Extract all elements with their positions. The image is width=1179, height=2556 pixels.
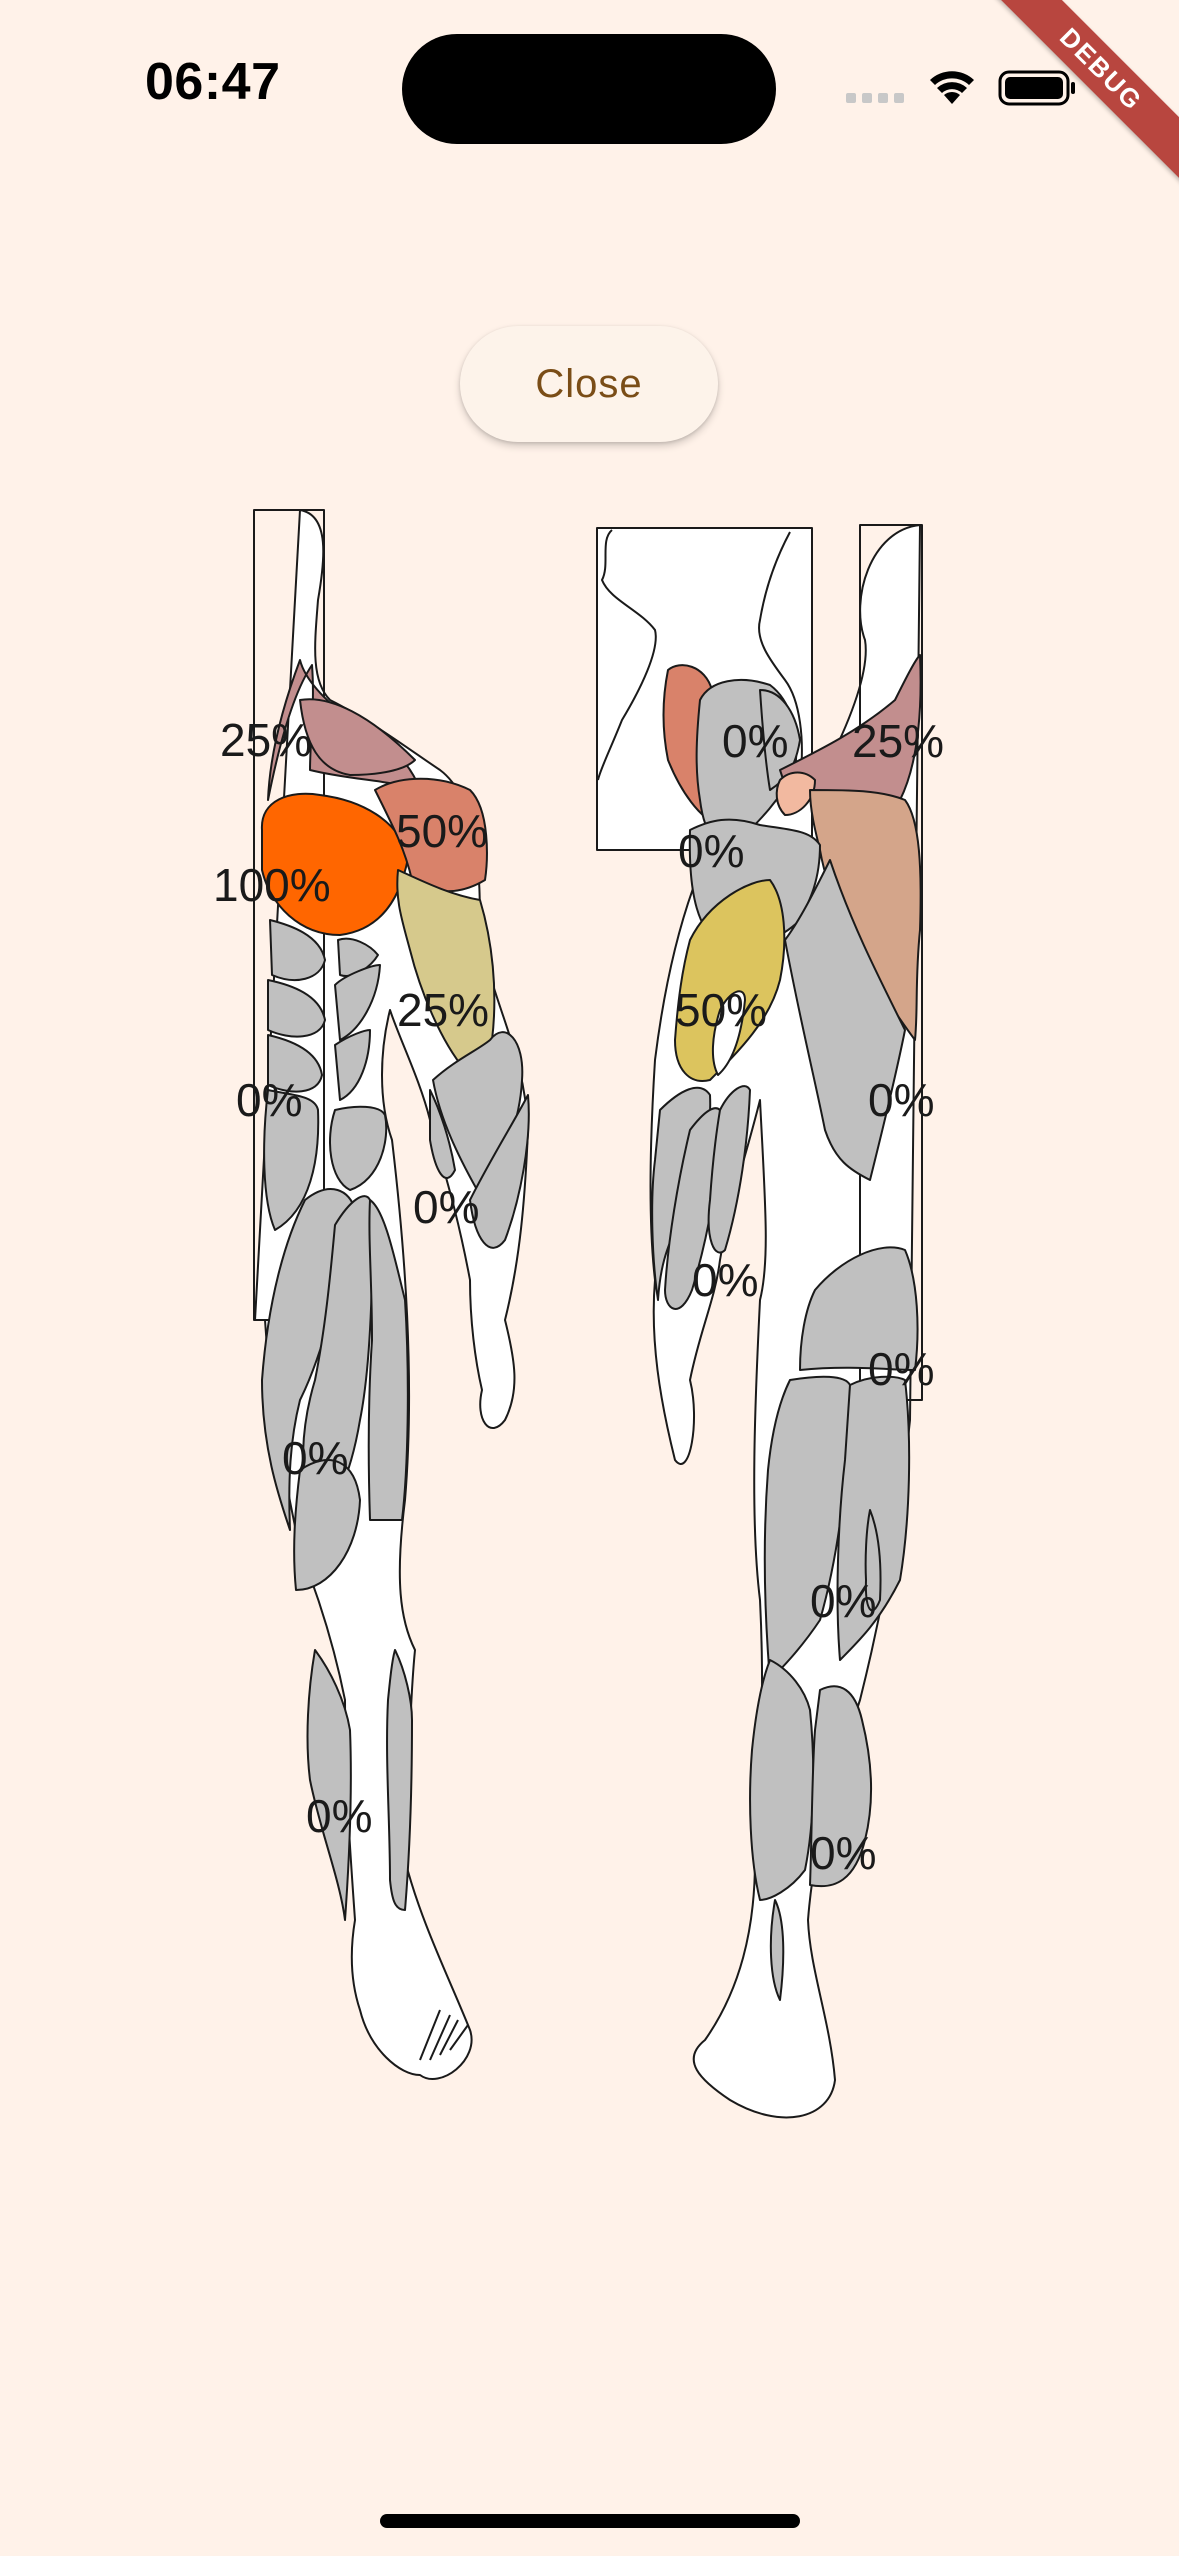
front-calf-label: 0% <box>306 1790 373 1842</box>
status-icons <box>846 70 1075 106</box>
home-indicator[interactable] <box>380 2514 800 2528</box>
back-triceps-split <box>711 990 746 1076</box>
front-forearm-label: 0% <box>413 1181 480 1233</box>
front-calf-muscles <box>306 1649 413 1921</box>
close-button[interactable]: Close <box>460 326 718 442</box>
back-triceps-label: 50% <box>675 984 768 1036</box>
front-toes <box>419 2009 469 2061</box>
back-triceps-muscle <box>674 879 786 1082</box>
back-trap-label: 25% <box>852 715 945 767</box>
front-thigh-label: 0% <box>282 1432 349 1484</box>
back-lat-muscle <box>809 789 922 1041</box>
status-time: 06:47 <box>145 53 281 111</box>
back-hamstring-muscles <box>763 1375 911 1681</box>
back-hamstring-label: 0% <box>810 1575 877 1627</box>
back-forearm-label: 0% <box>692 1254 759 1306</box>
front-figure <box>253 509 530 2080</box>
front-forearm-muscles <box>429 1031 530 1249</box>
dynamic-island <box>402 34 776 144</box>
front-upperarm-label: 50% <box>396 805 489 857</box>
back-figure <box>596 524 923 2119</box>
back-side-gray <box>784 859 906 1181</box>
front-shoulder-label: 25% <box>220 714 313 766</box>
back-calf-muscles <box>749 1659 873 2001</box>
front-chest-label: 100% <box>213 859 331 911</box>
back-reardelt-label: 0% <box>722 715 789 767</box>
back-calf-label: 0% <box>810 1827 877 1879</box>
signal-dots-icon <box>846 93 904 103</box>
front-abs-muscles <box>263 919 388 1231</box>
front-forearm-upper-label: 25% <box>397 984 490 1036</box>
back-neck-label: 0% <box>678 825 745 877</box>
wifi-icon <box>930 71 974 104</box>
back-lats-label: 0% <box>868 1074 935 1126</box>
back-inset-head <box>597 529 803 781</box>
front-delt-cap <box>299 698 416 776</box>
back-glutes-label: 0% <box>868 1343 935 1395</box>
battery-icon <box>998 70 1075 106</box>
front-abs-label: 0% <box>236 1074 303 1126</box>
front-upperarm-muscle <box>374 777 488 893</box>
back-delt-pink <box>775 771 816 816</box>
back-forearm-muscles <box>651 1085 751 1310</box>
front-thigh-muscles <box>261 1188 409 1591</box>
back-glute-muscles <box>799 1246 919 1371</box>
